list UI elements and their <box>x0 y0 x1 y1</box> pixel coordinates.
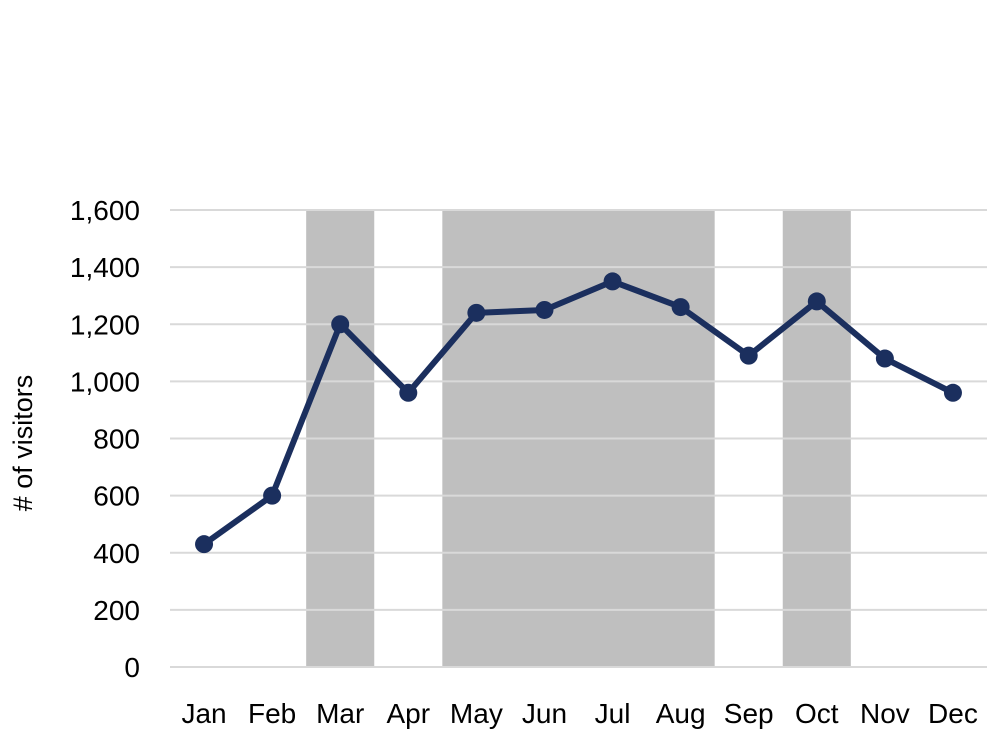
x-tick-label: Dec <box>928 698 978 729</box>
data-point-marker <box>807 292 826 311</box>
x-tick-label: Oct <box>795 698 839 729</box>
x-tick-label: Jun <box>522 698 567 729</box>
data-point-marker <box>603 272 622 291</box>
y-axis-tick-labels: 0 200 400 600 800 1,000 1,200 1,400 1,600 <box>70 195 140 683</box>
data-point-marker <box>943 383 962 402</box>
x-tick-label: Aug <box>656 698 706 729</box>
x-tick-label: Jan <box>181 698 226 729</box>
y-tick-label: 400 <box>93 538 140 569</box>
x-tick-label: Jul <box>595 698 631 729</box>
y-tick-label: 1,400 <box>70 252 140 283</box>
data-point-marker <box>331 315 350 334</box>
y-tick-label: 1,200 <box>70 309 140 340</box>
y-tick-label: 800 <box>93 424 140 455</box>
data-point-marker <box>875 349 894 368</box>
x-tick-label: Apr <box>387 698 431 729</box>
data-point-marker <box>195 535 214 554</box>
y-tick-label: 600 <box>93 481 140 512</box>
data-point-marker <box>467 303 486 322</box>
visitors-series-line <box>201 278 956 548</box>
y-axis-title: # of visitors <box>8 375 38 512</box>
x-tick-label: Mar <box>316 698 364 729</box>
gridlines-layer <box>170 209 987 668</box>
x-tick-label: Sep <box>724 698 774 729</box>
data-point-marker <box>739 346 758 365</box>
x-tick-label: Feb <box>248 698 296 729</box>
data-point-marker <box>671 298 690 317</box>
x-tick-label: May <box>450 698 503 729</box>
data-point-marker <box>399 383 418 402</box>
data-series-layer <box>195 272 962 554</box>
y-tick-label: 200 <box>93 595 140 626</box>
data-point-marker <box>535 300 554 319</box>
y-tick-label: 1,000 <box>70 366 140 397</box>
y-tick-label: 0 <box>124 652 140 683</box>
x-tick-label: Nov <box>860 698 910 729</box>
x-axis-tick-labels: Jan Feb Mar Apr May Jun Jul Aug Sep Oct Nov Dec <box>181 698 977 729</box>
y-tick-label: 1,600 <box>70 195 140 226</box>
data-point-marker <box>263 486 282 505</box>
